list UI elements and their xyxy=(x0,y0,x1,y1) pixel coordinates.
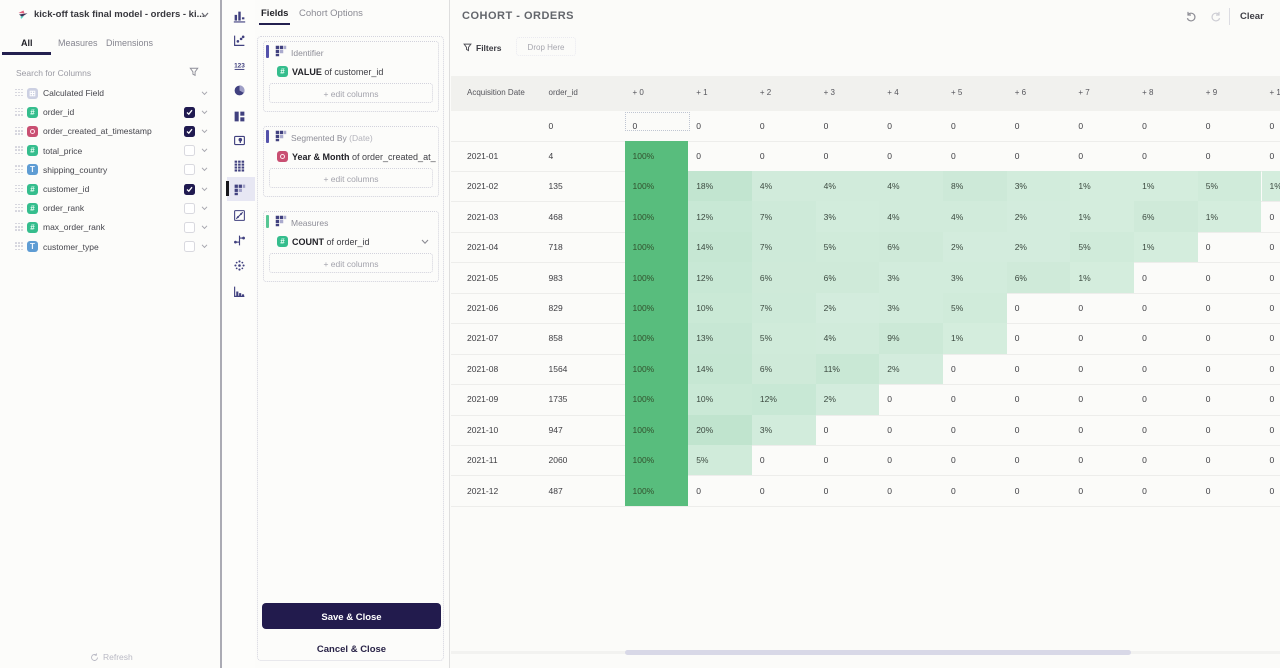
svg-text:123: 123 xyxy=(234,62,245,69)
